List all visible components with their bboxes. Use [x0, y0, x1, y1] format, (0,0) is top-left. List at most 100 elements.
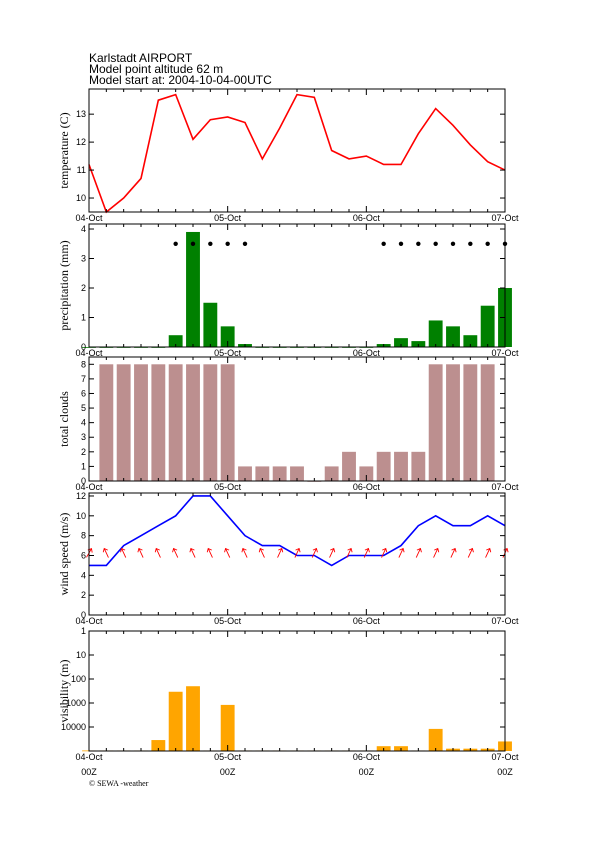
x-tick-label: 04-Oct	[75, 482, 103, 492]
x-tick-label: 05-Oct	[214, 482, 242, 492]
dot	[485, 241, 490, 246]
bar	[324, 466, 339, 481]
wind-arrow-shape	[189, 547, 196, 558]
y-tick-label: 8	[81, 359, 86, 369]
x-tick-label: 06-Oct	[353, 616, 381, 626]
x-tick-label: 04-Oct	[75, 348, 103, 358]
wind-arrow-shape	[224, 547, 231, 558]
bar	[116, 364, 131, 481]
x-tick-label: 05-Oct	[214, 616, 242, 626]
wind-arrow-shape	[120, 547, 127, 558]
wind-arrow-shape	[294, 547, 301, 558]
y-tick-label: 10	[76, 193, 86, 203]
y-tick-label: 2	[81, 447, 86, 457]
y-tick-label: 8	[81, 531, 86, 541]
bar	[480, 305, 495, 347]
y-tick-label: 0	[81, 610, 86, 620]
bar	[290, 466, 304, 481]
bar	[220, 326, 235, 347]
wind-arrow-shape	[450, 547, 457, 558]
bar	[342, 451, 356, 481]
line	[88, 93, 506, 214]
bar	[134, 364, 148, 481]
wind-arrow-shape	[311, 547, 318, 558]
x-tick-label: 04-Oct	[75, 213, 103, 223]
bar	[186, 364, 200, 481]
bar	[411, 451, 426, 481]
dot	[450, 241, 456, 246]
wind-arrow	[346, 547, 353, 558]
y-tick-label: 1000	[66, 698, 86, 708]
bar	[168, 364, 183, 481]
x-sublabel: 00Z	[497, 767, 513, 777]
wind-arrow	[381, 547, 388, 558]
wind-arrow-shape	[329, 547, 336, 558]
bar	[220, 704, 235, 751]
wind-arrow	[224, 547, 231, 558]
x-tick-label: 06-Oct	[353, 482, 381, 492]
wind-arrow-shape	[467, 547, 474, 558]
y-tick-label: 4	[81, 570, 86, 580]
wind-arrow	[258, 547, 265, 558]
bar	[428, 728, 443, 751]
y-tick-label: 1	[81, 626, 86, 636]
y-tick-label: 1	[81, 461, 86, 471]
y-axis-label: temperature (C)	[57, 112, 71, 188]
y-tick-label: 3	[81, 254, 86, 264]
dot	[468, 241, 473, 246]
wind-arrow	[398, 547, 405, 558]
y-tick-label: 0	[81, 342, 86, 352]
y-axis-label: precipitation (mm)	[57, 240, 71, 330]
wind-arrow	[241, 547, 248, 558]
wind-arrow-shape	[415, 547, 422, 558]
bar	[151, 364, 166, 481]
wind-arrow	[433, 547, 440, 558]
y-tick-label: 12	[76, 137, 86, 147]
x-tick-label: 07-Oct	[491, 752, 519, 762]
x-tick-label: 05-Oct	[214, 348, 242, 358]
wind-arrow	[120, 547, 127, 558]
wind-arrow	[294, 547, 301, 558]
dot	[242, 241, 248, 246]
wind-arrow	[102, 547, 109, 558]
y-tick-label: 13	[76, 109, 86, 119]
header-line: Model point altitude 62 m	[89, 62, 223, 76]
y-tick-label: 100	[71, 674, 86, 684]
wind-arrow	[450, 547, 457, 558]
wind-arrow-shape	[277, 547, 284, 558]
wind-arrow-shape	[381, 547, 388, 558]
y-tick-label: 10	[76, 511, 86, 521]
wind-arrow-shape	[137, 547, 144, 558]
x-sublabel: 00Z	[81, 767, 97, 777]
header-line: Model start at: 2004-10-04-00UTC	[89, 73, 272, 87]
bar	[480, 364, 495, 481]
x-tick-label: 07-Oct	[491, 348, 519, 358]
dot	[190, 241, 196, 246]
y-tick-label: 7	[81, 374, 86, 384]
dot	[208, 241, 213, 246]
wind-arrow	[485, 547, 492, 558]
wind-arrow	[415, 547, 422, 558]
wind-arrow-shape	[206, 547, 213, 558]
bar	[359, 466, 374, 481]
wind-arrow-shape	[346, 547, 353, 558]
y-tick-label: 10	[76, 650, 86, 660]
wind-arrow	[206, 547, 213, 558]
wind-arrow-shape	[258, 547, 265, 558]
bar	[203, 302, 218, 347]
bar	[255, 466, 270, 481]
wind-arrow	[172, 547, 179, 558]
x-tick-label: 06-Oct	[353, 752, 381, 762]
x-sublabel: 00Z	[359, 767, 375, 777]
x-tick-label: 07-Oct	[491, 213, 519, 223]
bar	[99, 364, 114, 481]
bar	[186, 686, 200, 751]
x-tick-label: 05-Oct	[214, 752, 242, 762]
bar	[428, 364, 443, 481]
bar	[428, 320, 443, 347]
wind-arrow	[154, 547, 161, 558]
dot	[173, 241, 178, 246]
x-tick-label: 05-Oct	[214, 213, 242, 223]
wind-arrow-shape	[398, 547, 405, 558]
